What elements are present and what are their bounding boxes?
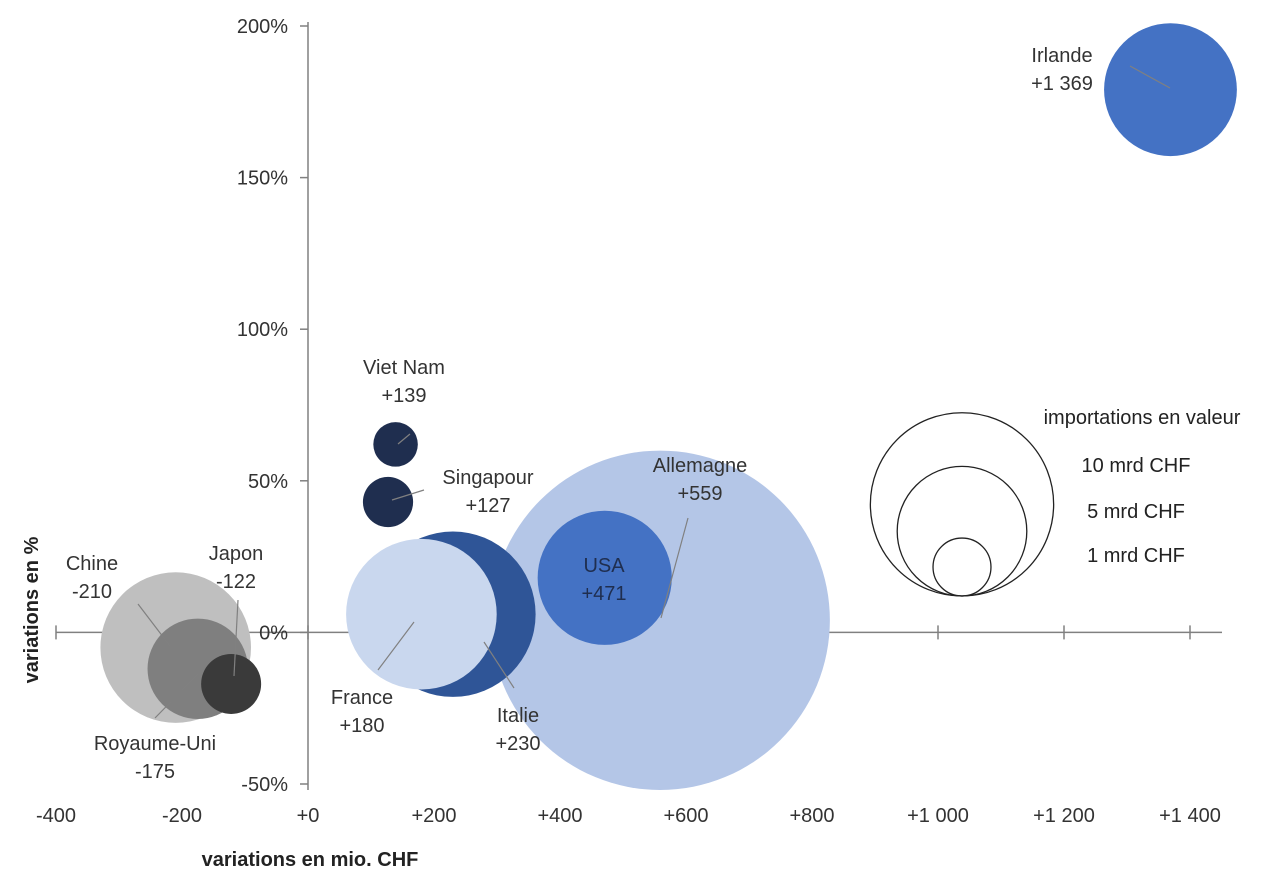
bubble-irlande [1104,23,1237,157]
bubble-viet-nam [373,422,418,467]
label-france-name: France [331,687,393,709]
label-chine-name: Chine [66,553,118,575]
y-tick-label: 0% [259,622,288,644]
bubble-allemagne [490,450,830,790]
x-tick-label: +800 [789,805,834,827]
label-allemagne-value: +559 [677,483,722,505]
bubble-labels: Allemagne +559 Chine -210 Italie +230 France +1… [66,45,1171,783]
leader-line [1129,65,1171,89]
label-japon-name: Japon [209,543,264,565]
leader-line [483,641,515,689]
leader-line [660,517,689,619]
x-tick-label: +600 [663,805,708,827]
leader-line [154,673,199,719]
y-tick-label: 50% [248,471,288,493]
bubbles [100,23,1237,790]
bubble-usa [537,510,672,645]
y-tick-label: 100% [237,319,288,341]
label-usa-name: USA [583,555,625,577]
x-axis-title: variations en mio. CHF [202,849,419,871]
x-tick-label: +400 [537,805,582,827]
legend-label: 10 mrd CHF [1082,455,1191,477]
label-viet-nam-name: Viet Nam [363,357,445,379]
legend-label: 5 mrd CHF [1087,501,1185,523]
label-royaume-uni-name: Royaume-Uni [94,733,216,755]
label-irlande-name: Irlande [1031,45,1092,67]
y-tick-label: -50% [241,774,288,796]
label-italie-value: +230 [495,733,540,755]
leader-line [233,599,239,677]
bubble-singapour [362,476,414,528]
legend-label: 1 mrd CHF [1087,545,1185,567]
label-viet-nam-value: +139 [381,385,426,407]
x-tick-label: +200 [411,805,456,827]
label-singapour-name: Singapour [442,467,534,489]
x-tick-label: +1 400 [1159,805,1221,827]
legend-title: importations en valeur [1044,407,1241,429]
x-tick-label: +0 [297,805,320,827]
y-tick-label: 150% [237,168,288,190]
x-tick-label: +1 000 [907,805,969,827]
x-tick-label: -400 [36,805,76,827]
label-irlande-value: +1 369 [1031,73,1093,95]
label-allemagne-name: Allemagne [653,455,748,477]
legend-circle [896,465,1028,597]
legend-circle [932,537,992,597]
label-chine-value: -210 [72,581,112,603]
y-axis-title: variations en % [21,536,43,683]
label-france-value: +180 [339,715,384,737]
label-usa-value: +471 [581,583,626,605]
leader-line [397,433,411,445]
bubble-france [346,538,497,690]
y-tick-label: 200% [237,16,288,38]
label-royaume-uni-value: -175 [135,761,175,783]
legend-circle [869,412,1055,597]
label-italie-name: Italie [497,705,539,727]
x-tick-label: -200 [162,805,202,827]
leader-line [137,603,171,647]
axes: -400 -200 +0 +200 +400 +600 +800 +1 000 +1 200 +1… [36,16,1222,827]
legend: importations en valeur 10 mrd CHF 5 mrd C… [869,407,1241,597]
label-singapour-value: +127 [465,495,510,517]
label-japon-value: -122 [216,571,256,593]
leader-line [391,489,425,501]
bubble-japon [201,653,262,714]
x-tick-label: +1 200 [1033,805,1095,827]
leader-line [377,621,415,671]
